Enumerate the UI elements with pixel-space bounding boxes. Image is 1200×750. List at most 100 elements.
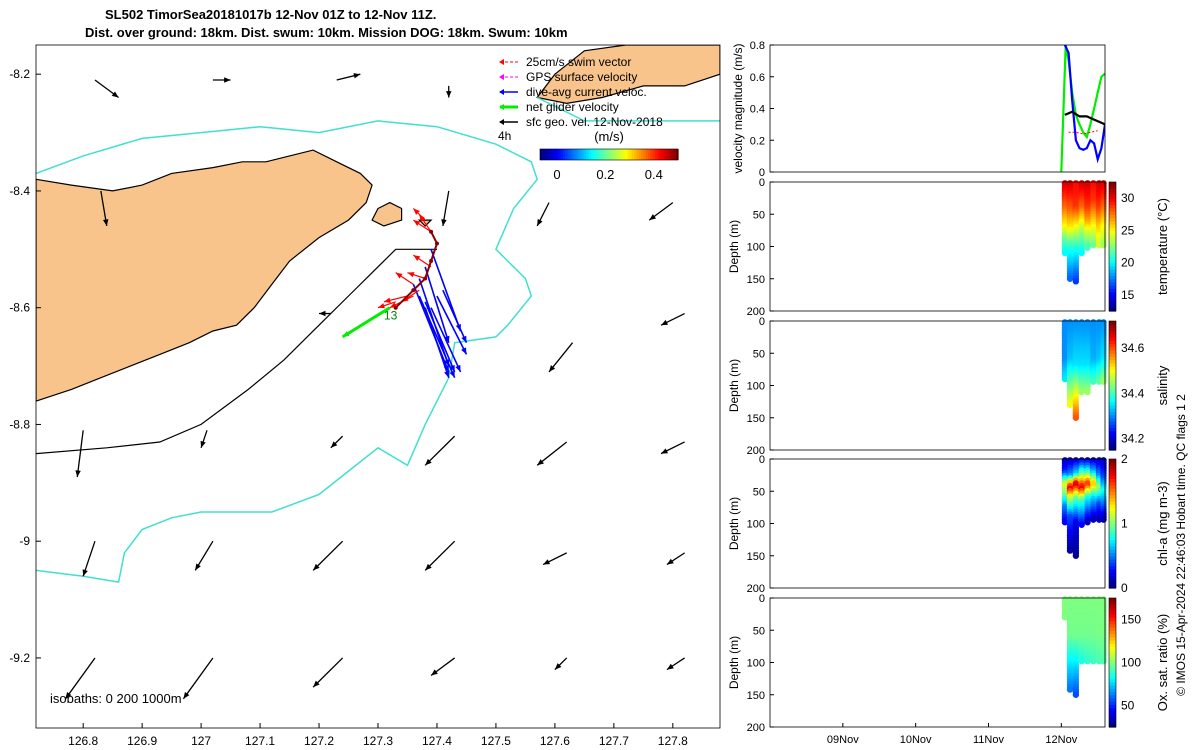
temperature-colorbar-cell bbox=[1109, 240, 1116, 244]
chl-a-colorbar-cell bbox=[1109, 504, 1116, 508]
salinity-colorbar-cell bbox=[1109, 333, 1116, 338]
temperature-colorbar-cell bbox=[1109, 288, 1116, 293]
map-colorbar-cell bbox=[586, 149, 589, 160]
oxygen-colorbar-cell bbox=[1109, 649, 1116, 654]
chl-a-profile-4 bbox=[1084, 457, 1091, 526]
sfc-geo-vector-6-head bbox=[537, 218, 543, 226]
sfc-geo-vector-11-shaft bbox=[76, 430, 84, 478]
temperature-colorbar-cell bbox=[1109, 256, 1116, 260]
sfc-geo-vector-22 bbox=[666, 552, 685, 566]
oxygen-sample bbox=[1084, 658, 1091, 665]
salinity-colorbar-cell bbox=[1109, 346, 1116, 351]
salinity-colorbar-cell bbox=[1109, 401, 1116, 406]
sfc-geo-vector-24 bbox=[182, 657, 214, 700]
map-colorbar-cell bbox=[597, 149, 601, 160]
dive-avg-current-vector-8-head bbox=[461, 347, 467, 355]
temperature-colorbar-cell bbox=[1109, 249, 1116, 254]
map-colorbar-cell bbox=[576, 149, 580, 160]
velocity-ytick-label-1: 0.2 bbox=[750, 135, 765, 147]
oxygen-colorbar-cell bbox=[1109, 678, 1116, 683]
map-ytick-label-3: -8.8 bbox=[9, 417, 30, 431]
dive-avg-current-vector-6-shaft bbox=[424, 307, 450, 378]
swim-vector-1 bbox=[413, 219, 432, 233]
temperature-colorbar-cell bbox=[1109, 227, 1116, 231]
swim-vector-8 bbox=[407, 272, 426, 280]
chl-a-colorbar-cell bbox=[1109, 565, 1116, 570]
dive-avg-current-vector-3-shaft bbox=[412, 284, 450, 373]
map-colorbar-label: (m/s) bbox=[594, 129, 624, 144]
sfc-geo-vector-1-head bbox=[224, 77, 231, 83]
track-point-4 bbox=[411, 288, 416, 293]
oxygen-colorbar-cell bbox=[1109, 717, 1116, 722]
oxygen-colorbar-cell bbox=[1109, 662, 1116, 667]
chl-a-colorbar-cell bbox=[1109, 481, 1116, 486]
map-colorbar-cell bbox=[602, 149, 605, 160]
oxygen-colorbar-cell bbox=[1109, 607, 1116, 612]
chl-a-colorbar-cell bbox=[1109, 500, 1116, 505]
legend-swatch-head-2 bbox=[499, 89, 504, 95]
salinity-sample bbox=[1066, 401, 1074, 409]
chl-a-colorbar-tick-1: 1 bbox=[1121, 517, 1128, 531]
sfc-geo-vector-11 bbox=[75, 430, 84, 478]
chl-a-ytick-label-3: 150 bbox=[747, 551, 765, 563]
credit-text: © IMOS 15-Apr-2024 22:46:03 Hobart time.… bbox=[1174, 394, 1188, 696]
swim-vector-2-head bbox=[413, 208, 420, 215]
map-colorbar: (m/s) 0 0.2 0.4 bbox=[539, 129, 679, 182]
sfc-geo-vector-2-head bbox=[353, 73, 361, 79]
chl-a-colorbar-cell bbox=[1109, 578, 1116, 583]
chl-a-colorbar-cell bbox=[1109, 546, 1116, 550]
chl-a-colorbar-cell bbox=[1109, 536, 1116, 541]
temperature-sample bbox=[1066, 275, 1074, 282]
salinity-profile-0 bbox=[1061, 319, 1069, 383]
chl-a-colorbar-cell bbox=[1109, 471, 1116, 476]
map-colorbar-cell bbox=[553, 149, 557, 160]
temperature-profile-3 bbox=[1078, 180, 1085, 257]
track-label: 13 bbox=[384, 308, 398, 322]
oxygen-profile-3 bbox=[1078, 596, 1085, 665]
salinity-colorbar-cell bbox=[1109, 414, 1116, 419]
velocity-series-0 bbox=[1060, 45, 1105, 172]
oxygen-colorbar-cell bbox=[1109, 652, 1116, 657]
chl-a-ytick-label-2: 100 bbox=[747, 519, 765, 531]
oxygen-xtick-label-3: 12Nov bbox=[1045, 734, 1077, 746]
temperature-colorbar-cell bbox=[1109, 307, 1116, 312]
salinity-colorbar-tick-1: 34.4 bbox=[1121, 386, 1145, 400]
map-colorbar-cell bbox=[558, 149, 562, 160]
oxygen-sample bbox=[1090, 658, 1097, 665]
map-ytick-label-2: -8.6 bbox=[9, 301, 30, 315]
oxygen-colorbar-cell bbox=[1109, 617, 1116, 622]
dive-avg-current-vector-7 bbox=[430, 307, 462, 373]
salinity-profile-1 bbox=[1066, 319, 1074, 409]
temperature-colorbar-cell bbox=[1109, 182, 1116, 186]
map-colorbar-cell bbox=[581, 149, 585, 160]
chl-a-colorbar-box bbox=[1108, 458, 1117, 589]
sfc-geo-vector-12 bbox=[200, 430, 208, 449]
swim-vector-1-head bbox=[413, 220, 421, 226]
salinity-colorbar-cell bbox=[1109, 369, 1116, 374]
sfc-geo-vector-25 bbox=[312, 657, 344, 688]
chl-a-colorbar-cell bbox=[1109, 462, 1116, 467]
map-colorbar-cell bbox=[588, 149, 592, 160]
track-point-0 bbox=[429, 229, 434, 234]
sfc-geo-vector-25-shaft bbox=[312, 657, 344, 688]
oxygen-colorbar-cell bbox=[1109, 659, 1116, 664]
swim-vector-8-head bbox=[407, 272, 415, 278]
sfc-geo-vector-18-head bbox=[195, 563, 201, 571]
salinity-colorbar-cell bbox=[1109, 343, 1116, 348]
chl-a-axes-box bbox=[769, 458, 1106, 589]
map-colorbar-cell bbox=[544, 149, 548, 160]
map-xtick-label-2: 127 bbox=[191, 734, 211, 748]
oxygen-sample bbox=[1072, 691, 1080, 698]
map-colorbar-cell bbox=[583, 149, 587, 160]
net-glider-vector-0 bbox=[341, 306, 391, 339]
chl-a-profile-1 bbox=[1066, 457, 1074, 554]
map-panel: 13 126.8 126.9 127 127.1 127.2 127.3 127.4 127.5… bbox=[9, 44, 721, 748]
map-colorbar-cell bbox=[671, 149, 674, 160]
map-colorbar-cell bbox=[673, 149, 677, 160]
map-xtick-label-10: 127.8 bbox=[658, 734, 688, 748]
temperature-sample bbox=[1084, 244, 1091, 251]
dive-avg-current-vector-9-shaft bbox=[442, 289, 468, 344]
salinity-ytick-label-0: 0 bbox=[759, 316, 765, 328]
map-colorbar-cell bbox=[641, 149, 645, 160]
oxygen-colorbar-cell bbox=[1109, 636, 1116, 641]
